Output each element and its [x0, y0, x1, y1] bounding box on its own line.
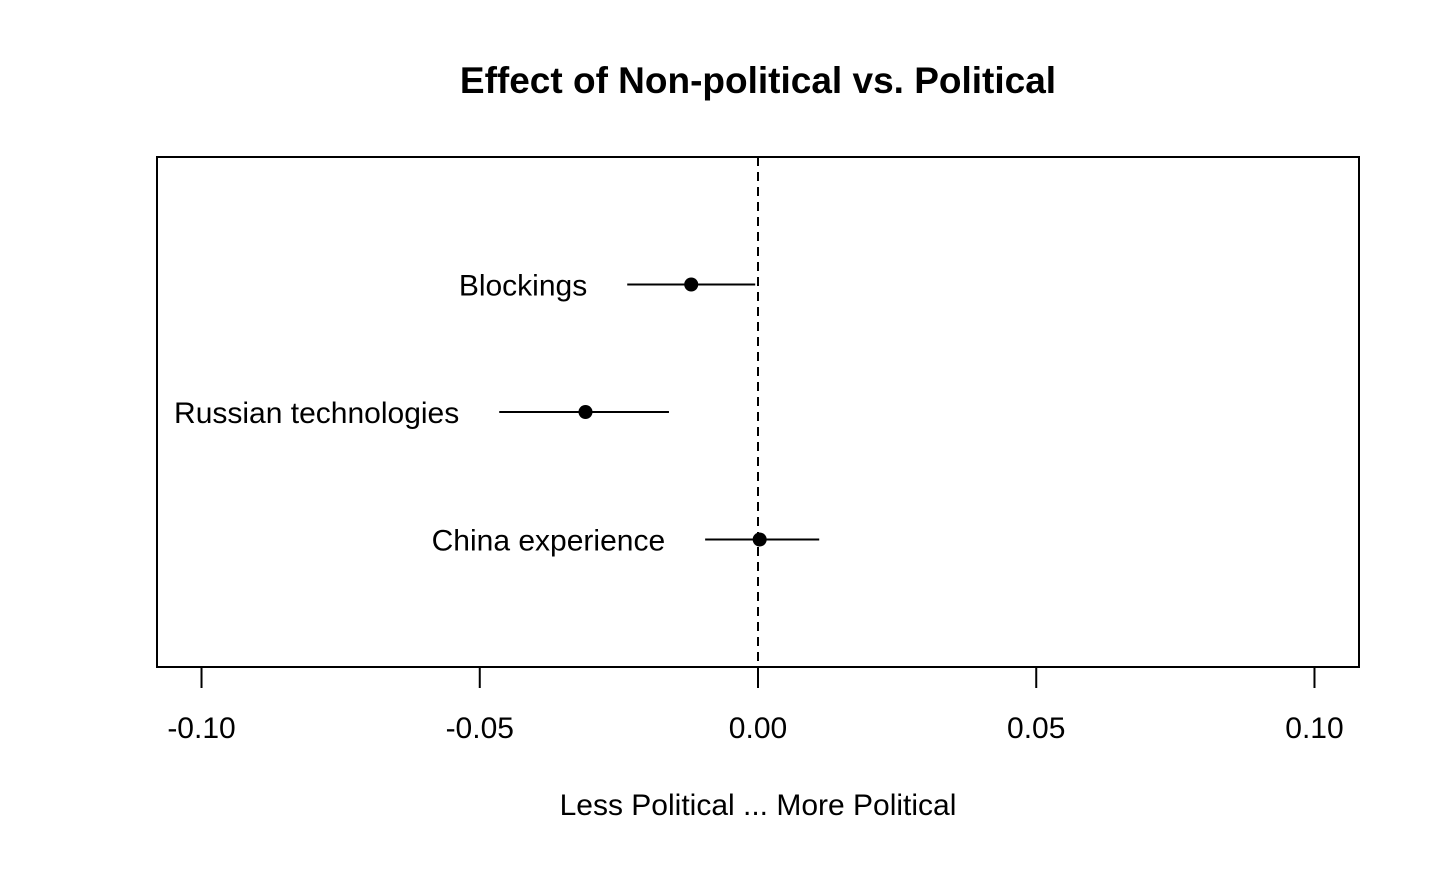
x-tick-label: 0.00 — [729, 712, 787, 745]
point-estimate — [684, 277, 699, 292]
x-tick-label: 0.05 — [1007, 712, 1065, 745]
x-tick-label: 0.10 — [1285, 712, 1343, 745]
chart-title: Effect of Non-political vs. Political — [460, 60, 1056, 101]
point-label: China experience — [432, 525, 665, 558]
points-group: Blockings Russian technologies China exper… — [174, 270, 820, 558]
x-axis: -0.10 -0.05 0.00 0.05 0.10 — [167, 666, 1344, 745]
x-tick-label: -0.10 — [167, 712, 235, 745]
point-label: Russian technologies — [174, 397, 459, 430]
point-label: Blockings — [459, 270, 587, 303]
x-tick-label: -0.05 — [446, 712, 514, 745]
point-estimate — [578, 405, 593, 419]
x-axis-label: Less Political ... More Political — [560, 789, 957, 822]
point-estimate — [752, 532, 767, 547]
